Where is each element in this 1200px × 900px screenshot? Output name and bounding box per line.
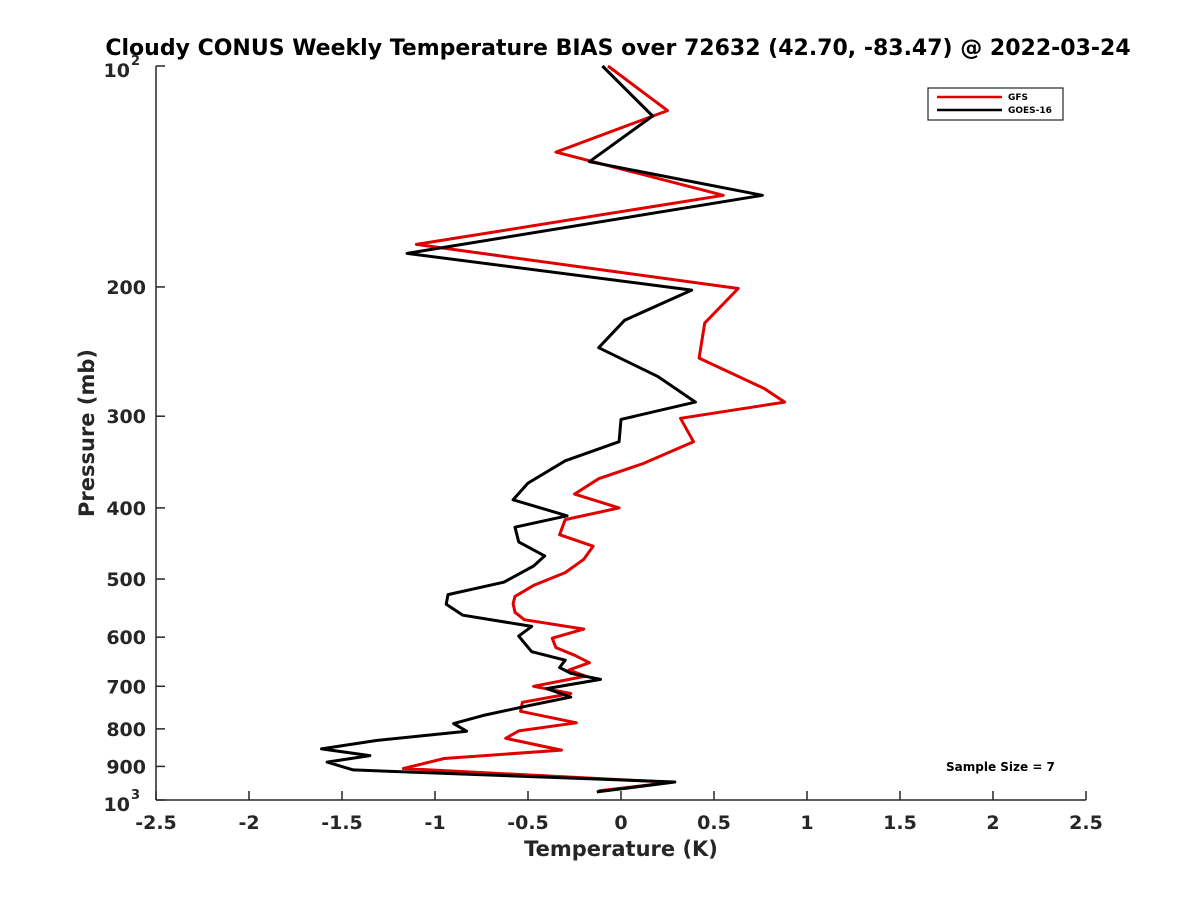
legend-box <box>927 87 1064 121</box>
sample-size-annotation: Sample Size = 7 <box>946 760 1055 774</box>
series-line-gfs <box>401 64 787 793</box>
x-tick-label: 0 <box>614 812 627 834</box>
y-tick-label: 10 <box>104 60 130 82</box>
x-tick-label: -1.5 <box>321 812 363 834</box>
x-tick-label: 2.5 <box>1069 812 1103 834</box>
y-tick-label: 300 <box>106 406 146 428</box>
series-layer <box>320 64 787 794</box>
y-tick-exponent: 3 <box>131 788 140 803</box>
x-tick-label: 0.5 <box>697 812 731 834</box>
y-tick-label: 900 <box>106 756 146 778</box>
legend-label-goes16: GOES-16 <box>1008 106 1052 116</box>
x-tick-label: -1 <box>424 812 445 834</box>
y-tick-label: 600 <box>106 627 146 649</box>
x-tick-label: 2 <box>986 812 999 834</box>
y-axis-label: Pressure (mb) <box>75 349 99 517</box>
chart-title: Cloudy CONUS Weekly Temperature BIAS ove… <box>105 36 1130 61</box>
y-tick-label: 800 <box>106 719 146 741</box>
x-tick-label: 1.5 <box>883 812 917 834</box>
legend[interactable]: GFS GOES-16 <box>927 87 1064 121</box>
y-tick-label: 500 <box>106 569 146 591</box>
y-tick-label: 700 <box>106 676 146 698</box>
x-tick-label: 1 <box>800 812 813 834</box>
series-line-goes16 <box>320 64 764 794</box>
x-tick-label: -2.5 <box>135 812 177 834</box>
y-tick-label: 200 <box>106 277 146 299</box>
y-tick-label: 400 <box>106 498 146 520</box>
x-tick-label: -0.5 <box>507 812 549 834</box>
y-tick-label: 10 <box>104 794 130 816</box>
x-tick-label: -2 <box>238 812 259 834</box>
y-tick-exponent: 2 <box>131 54 140 69</box>
legend-label-gfs: GFS <box>1008 93 1028 103</box>
x-axis-label: Temperature (K) <box>524 837 718 861</box>
x-ticks: -2.5 -2 -1.5 -1 -0.5 0 0.5 1 1.5 2 2.5 <box>135 791 1103 834</box>
